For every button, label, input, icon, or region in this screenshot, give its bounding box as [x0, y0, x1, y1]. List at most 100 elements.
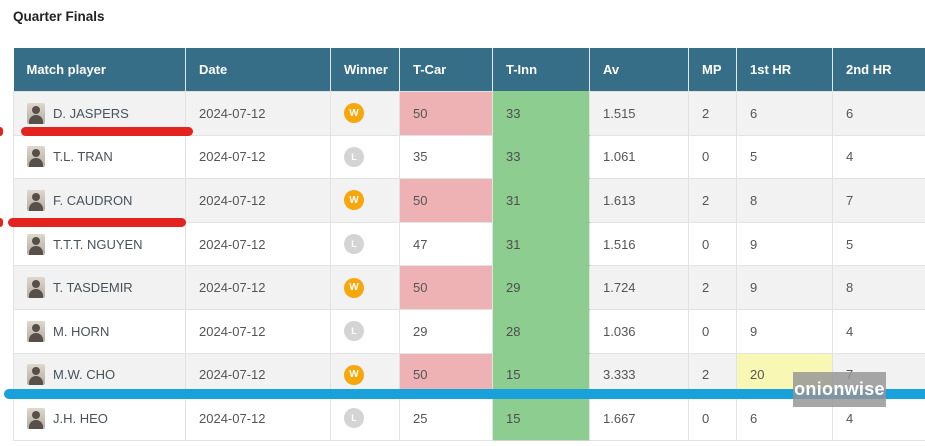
cell-match-player: T. TASDEMIR: [13, 265, 186, 310]
cell-date: 2024-07-12: [185, 91, 331, 136]
cell-t-car: 35: [399, 134, 493, 180]
cell-av: 1.036: [589, 308, 689, 354]
cell-2nd-hr: 4: [832, 134, 925, 180]
cell-1st-hr: 9: [736, 308, 833, 354]
cell-mp: 2: [688, 91, 737, 136]
cell-winner: L: [330, 221, 400, 267]
cell-match-player: T.L. TRAN: [13, 134, 186, 180]
column-header-av: Av: [589, 48, 689, 92]
cell-t-car: 50: [399, 265, 493, 310]
cell-1st-hr: 6: [736, 396, 833, 441]
cell-av: 1.613: [589, 178, 689, 223]
cell-t-car: 47: [399, 221, 493, 267]
table-row: F. CAUDRON 2024-07-12 W 50 31 1.613 2 8 7: [13, 178, 925, 223]
cell-t-inn: 33: [492, 91, 590, 136]
red-annotation-sliver-1: [0, 127, 3, 136]
column-header-match-player: Match player: [13, 48, 186, 92]
cell-mp: 0: [688, 134, 737, 180]
column-header-date: Date: [185, 48, 331, 92]
cell-winner: W: [330, 265, 400, 310]
loser-badge: L: [344, 321, 364, 342]
cell-match-player: T.T.T. NGUYEN: [13, 221, 186, 267]
player-avatar: [27, 189, 45, 211]
cell-t-car: 50: [399, 178, 493, 223]
cell-2nd-hr: 5: [832, 221, 925, 267]
cell-1st-hr: 6: [736, 91, 833, 136]
table-row: T.L. TRAN 2024-07-12 L 35 33 1.061 0 5 4: [13, 134, 925, 180]
player-name: T. TASDEMIR: [53, 280, 133, 296]
player-avatar: [27, 277, 45, 299]
table-row: T. TASDEMIR 2024-07-12 W 50 29 1.724 2 9 8: [13, 265, 925, 310]
table-row: T.T.T. NGUYEN 2024-07-12 L 47 31 1.516 0 9 5: [13, 221, 925, 267]
player-name: F. CAUDRON: [53, 192, 133, 208]
cell-date: 2024-07-12: [185, 178, 331, 223]
cell-2nd-hr: 6: [832, 91, 925, 136]
cell-2nd-hr: 7: [832, 178, 925, 223]
cell-match-player: M. HORN: [13, 308, 186, 354]
red-annotation-sliver-2: [0, 218, 3, 227]
player-name: T.L. TRAN: [53, 149, 113, 165]
winner-badge: W: [344, 103, 364, 124]
cell-match-player: F. CAUDRON: [13, 178, 186, 223]
cell-av: 1.667: [589, 396, 689, 441]
player-name: M.W. CHO: [53, 367, 116, 383]
cell-winner: W: [330, 178, 400, 223]
red-annotation-underline-caudron: [8, 218, 186, 227]
cell-t-inn: 31: [492, 221, 590, 267]
cell-mp: 2: [688, 265, 737, 310]
loser-badge: L: [344, 234, 364, 255]
cell-t-inn: 33: [492, 134, 590, 180]
cell-t-car: 29: [399, 308, 493, 354]
watermark: onionwise: [793, 372, 886, 407]
player-avatar: [27, 146, 45, 168]
column-header-mp: MP: [688, 48, 737, 92]
column-header-2nd-hr: 2nd HR: [832, 48, 925, 92]
cell-t-inn: 28: [492, 308, 590, 354]
cell-date: 2024-07-12: [185, 396, 331, 441]
table-header: Match player Date Winner T-Car T-Inn Av …: [13, 48, 925, 92]
cell-2nd-hr: 8: [832, 265, 925, 310]
quarter-finals-table: Match player Date Winner T-Car T-Inn Av …: [13, 48, 925, 441]
loser-badge: L: [344, 146, 364, 167]
column-header-1st-hr: 1st HR: [736, 48, 833, 92]
cell-date: 2024-07-12: [185, 308, 331, 354]
cell-t-car: 25: [399, 396, 493, 441]
table-header-row: Match player Date Winner T-Car T-Inn Av …: [13, 48, 925, 92]
cell-winner: W: [330, 91, 400, 136]
red-annotation-underline-jaspers: [21, 127, 193, 136]
player-avatar: [27, 102, 45, 124]
player-name: J.H. HEO: [53, 410, 108, 426]
cell-av: 1.724: [589, 265, 689, 310]
cell-av: 1.515: [589, 91, 689, 136]
blue-stripe-overlay: [4, 389, 925, 399]
table-body: D. JASPERS 2024-07-12 W 50 33 1.515 2 6 6 T.L. TR…: [13, 91, 925, 441]
cell-t-inn: 31: [492, 178, 590, 223]
cell-t-inn: 15: [492, 396, 590, 441]
winner-badge: W: [344, 364, 364, 385]
cell-mp: 0: [688, 396, 737, 441]
cell-mp: 0: [688, 221, 737, 267]
cell-1st-hr: 9: [736, 221, 833, 267]
column-header-t-car: T-Car: [399, 48, 493, 92]
cell-match-player: J.H. HEO: [13, 396, 186, 441]
cell-date: 2024-07-12: [185, 265, 331, 310]
player-avatar: [27, 233, 45, 255]
player-avatar: [27, 407, 45, 429]
cell-date: 2024-07-12: [185, 134, 331, 180]
player-name: M. HORN: [53, 323, 110, 339]
cell-winner: L: [330, 396, 400, 441]
cell-1st-hr: 5: [736, 134, 833, 180]
table-row: J.H. HEO 2024-07-12 L 25 15 1.667 0 6 4: [13, 396, 925, 441]
winner-badge: W: [344, 277, 364, 298]
loser-badge: L: [344, 408, 364, 429]
page-title: Quarter Finals: [13, 9, 105, 24]
cell-2nd-hr: 4: [832, 308, 925, 354]
cell-mp: 2: [688, 178, 737, 223]
column-header-winner: Winner: [330, 48, 400, 92]
cell-date: 2024-07-12: [185, 221, 331, 267]
player-avatar: [27, 364, 45, 386]
cell-winner: L: [330, 134, 400, 180]
cell-t-inn: 29: [492, 265, 590, 310]
cell-av: 1.061: [589, 134, 689, 180]
